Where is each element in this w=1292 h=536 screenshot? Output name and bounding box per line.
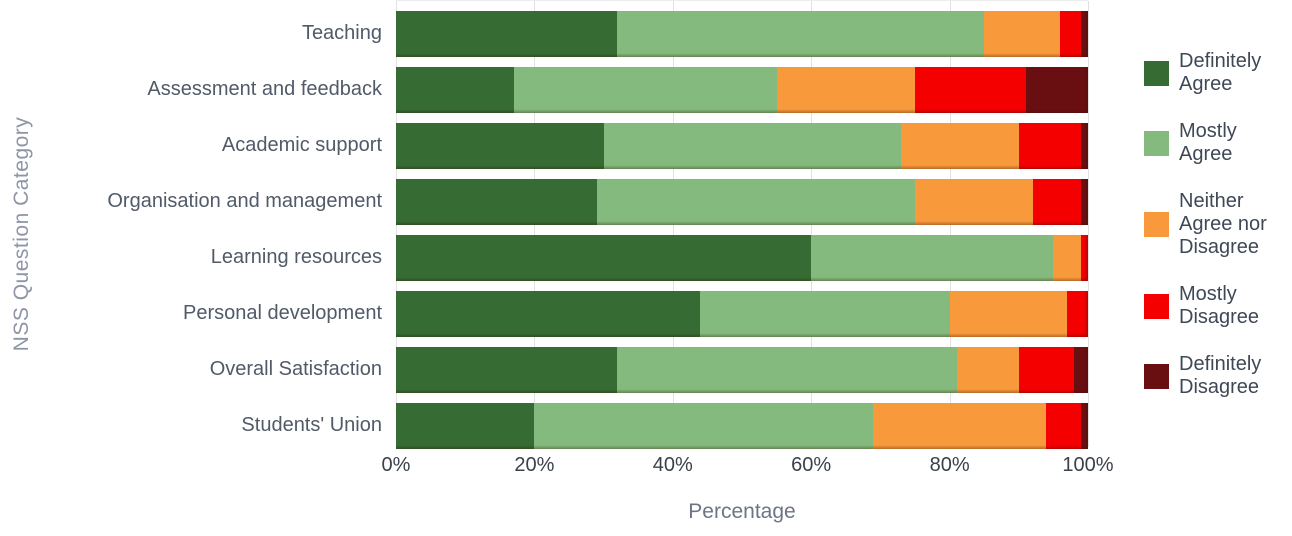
legend-item-mostly-disagree: Mostly Disagree xyxy=(1144,283,1292,329)
bar-segment-definitely-agree xyxy=(396,403,535,449)
category-label-assessment-and-feedback: Assessment and feedback xyxy=(147,78,382,100)
bar-segment-definitely-disagree xyxy=(1081,403,1088,449)
bar-overall-satisfaction xyxy=(396,347,1088,393)
y-axis-labels: Teaching Assessment and feedback Academic … xyxy=(0,0,396,524)
bar-segment-definitely-agree xyxy=(396,235,812,281)
gridline-100 xyxy=(1088,1,1089,447)
x-tick-label-0: 0% xyxy=(381,454,411,476)
bar-segment-definitely-disagree xyxy=(1081,123,1088,169)
bar-segment-definitely-disagree xyxy=(1081,11,1088,57)
bar-segment-mostly-disagree xyxy=(1060,11,1082,57)
bar-segment-mostly-disagree xyxy=(1067,291,1088,337)
category-label-organisation-and-management: Organisation and management xyxy=(107,190,382,212)
legend-swatch-mostly-disagree xyxy=(1144,293,1169,319)
bar-segment-definitely-disagree xyxy=(1025,67,1088,113)
legend-swatch-neither-agree-nor-disagree xyxy=(1144,212,1169,237)
x-axis-title: Percentage xyxy=(688,500,796,523)
bar-segment-neither-agree-nor-disagree xyxy=(984,11,1061,57)
bar-segment-mostly-disagree xyxy=(1018,123,1082,169)
legend-item-definitely-disagree: Definitely Disagree xyxy=(1144,353,1292,399)
x-tick-label-80: 80% xyxy=(929,454,970,476)
category-label-personal-development: Personal development xyxy=(182,302,382,324)
bar-segment-mostly-disagree xyxy=(1032,179,1082,225)
legend-item-neither-agree-nor-disagree: Neither Agree nor Disagree xyxy=(1144,190,1292,259)
legend-label-definitely-disagree: Definitely Disagree xyxy=(1179,353,1262,398)
legend-label-mostly-disagree: Mostly Disagree xyxy=(1179,283,1260,328)
x-tick-label-40: 40% xyxy=(652,454,693,476)
bar-segment-definitely-agree xyxy=(396,67,514,113)
bar-learning-resources xyxy=(396,235,1088,281)
category-label-learning-resources: Learning resources xyxy=(210,246,382,268)
x-tick-label-60: 60% xyxy=(791,454,832,476)
bar-segment-neither-agree-nor-disagree xyxy=(956,347,1019,393)
legend-swatch-mostly-agree xyxy=(1144,130,1169,156)
legend-label-definitely-agree: Definitely Agree xyxy=(1179,50,1262,95)
legend-item-definitely-agree: Definitely Agree xyxy=(1144,50,1292,96)
legend-label-mostly-agree: Mostly Agree xyxy=(1179,120,1237,165)
bar-segment-mostly-disagree xyxy=(1081,235,1088,281)
category-label-teaching: Teaching xyxy=(301,22,382,44)
legend-label-neither-agree-nor-disagree: Neither Agree nor Disagree xyxy=(1179,190,1267,258)
legend-item-mostly-agree: Mostly Agree xyxy=(1144,120,1292,166)
bar-academic-support xyxy=(396,123,1088,169)
bar-segment-mostly-disagree xyxy=(1018,347,1075,393)
bar-segment-definitely-agree xyxy=(396,123,604,169)
bar-segment-neither-agree-nor-disagree xyxy=(901,123,1019,169)
legend: Definitely Agree Mostly Agree Neither Agre… xyxy=(1144,0,1292,524)
bar-teaching xyxy=(396,11,1088,57)
bar-segment-neither-agree-nor-disagree xyxy=(776,67,915,113)
bar-segment-mostly-agree xyxy=(811,235,1054,281)
x-tick-label-20: 20% xyxy=(514,454,555,476)
bar-segment-definitely-disagree xyxy=(1074,347,1088,393)
bar-segment-definitely-agree xyxy=(396,291,701,337)
bar-segment-mostly-agree xyxy=(700,291,950,337)
bar-segment-mostly-agree xyxy=(617,11,985,57)
bar-segment-neither-agree-nor-disagree xyxy=(914,179,1033,225)
bar-segment-neither-agree-nor-disagree xyxy=(1053,235,1082,281)
bar-segment-neither-agree-nor-disagree xyxy=(873,403,1047,449)
bar-segment-mostly-agree xyxy=(617,347,957,393)
x-tick-label-100: 100% xyxy=(1062,454,1114,476)
bar-segment-neither-agree-nor-disagree xyxy=(949,291,1068,337)
bar-students-union xyxy=(396,403,1088,449)
bar-segment-mostly-agree xyxy=(596,179,915,225)
bar-segment-definitely-agree xyxy=(396,179,597,225)
bar-organisation-and-management xyxy=(396,179,1088,225)
category-label-academic-support: Academic support xyxy=(221,134,382,156)
bar-segment-mostly-agree xyxy=(534,403,874,449)
bar-segment-definitely-disagree xyxy=(1081,179,1088,225)
plot-area xyxy=(396,0,1089,449)
legend-swatch-definitely-agree xyxy=(1144,60,1169,86)
category-label-overall-satisfaction: Overall Satisfaction xyxy=(209,358,382,380)
bar-segment-mostly-disagree xyxy=(914,67,1026,113)
bar-personal-development xyxy=(396,291,1088,337)
bar-segment-mostly-agree xyxy=(603,123,902,169)
bar-segment-definitely-agree xyxy=(396,347,618,393)
x-axis-ticks: 0% 20% 40% 60% 80% 100% xyxy=(382,454,1114,488)
bar-segment-mostly-agree xyxy=(513,67,777,113)
category-label-students-union: Students' Union xyxy=(241,414,382,436)
legend-swatch-definitely-disagree xyxy=(1144,363,1169,389)
plot-wrap: 0% 20% 40% 60% 80% 100% Percentage xyxy=(382,0,1114,524)
bar-segment-mostly-disagree xyxy=(1046,403,1082,449)
chart-main: Teaching Assessment and feedback Academic … xyxy=(0,0,1292,524)
bar-assessment-and-feedback xyxy=(396,67,1088,113)
bar-segment-definitely-agree xyxy=(396,11,618,57)
